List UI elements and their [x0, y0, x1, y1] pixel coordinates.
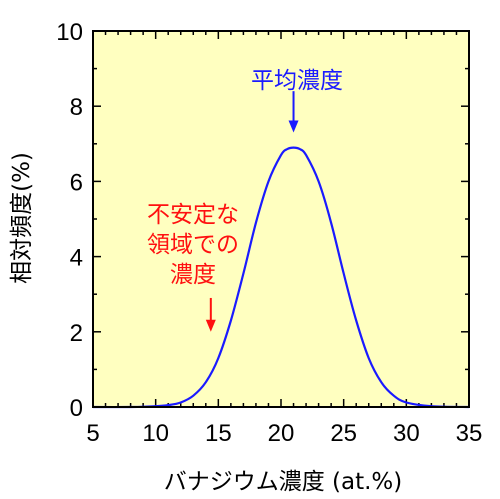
x-tick-label: 20: [268, 420, 295, 447]
y-tick-label: 6: [70, 169, 83, 196]
y-tick-label: 10: [56, 19, 83, 46]
x-tick-label: 30: [393, 420, 420, 447]
tick-labels: 5 10 15 20 25 30 35 0 2 4 6 8 10: [56, 19, 482, 447]
y-tick-label: 0: [70, 395, 83, 422]
y-tick-label: 4: [70, 245, 83, 272]
x-tick-label: 35: [456, 420, 483, 447]
y-tick-label: 8: [70, 94, 83, 121]
annotation-arrow-head: [288, 120, 299, 133]
distribution-line: [92, 146, 470, 409]
plot-frame: [92, 30, 470, 408]
annotation-text: 平均濃度: [251, 68, 343, 94]
x-tick-label: 10: [142, 420, 169, 447]
x-tick-label: 15: [205, 420, 232, 447]
y-tick-label: 2: [70, 320, 83, 347]
annotation-text: 濃度: [170, 262, 216, 288]
x-tick-label: 5: [86, 420, 99, 447]
y-axis-title: 相対頻度(%): [9, 152, 35, 284]
plot-area: [93, 31, 469, 407]
annotation-text: 不安定な: [147, 202, 239, 228]
x-axis-title: バナジウム濃度 (at.%): [164, 469, 403, 495]
x-tick-label: 25: [330, 420, 357, 447]
annotation-text: 領域での: [147, 232, 239, 258]
annotation-arrow-head: [205, 319, 216, 332]
